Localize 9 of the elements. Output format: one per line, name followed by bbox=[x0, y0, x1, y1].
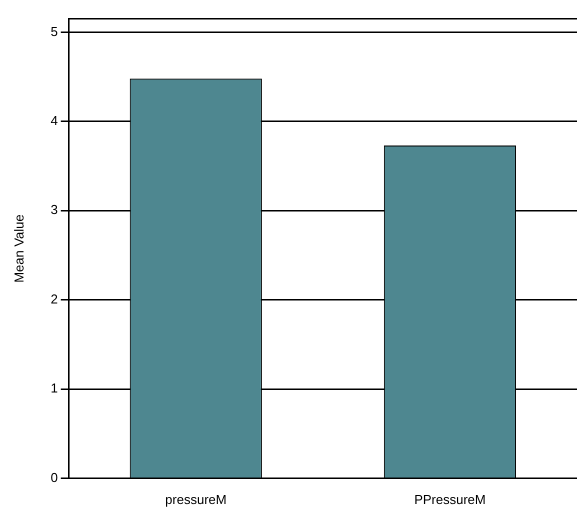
y-tick-label: 5 bbox=[50, 24, 58, 39]
x-tick-label: pressureM bbox=[165, 492, 227, 507]
y-tick-label: 3 bbox=[50, 202, 58, 218]
y-tick-label: 4 bbox=[50, 113, 58, 128]
y-tick-label: 0 bbox=[50, 470, 58, 485]
y-axis-title: Mean Value bbox=[11, 214, 26, 283]
y-tick-label: 1 bbox=[50, 380, 58, 396]
y-tick-label: 2 bbox=[50, 291, 58, 306]
x-tick-label: PPressureM bbox=[414, 492, 486, 507]
